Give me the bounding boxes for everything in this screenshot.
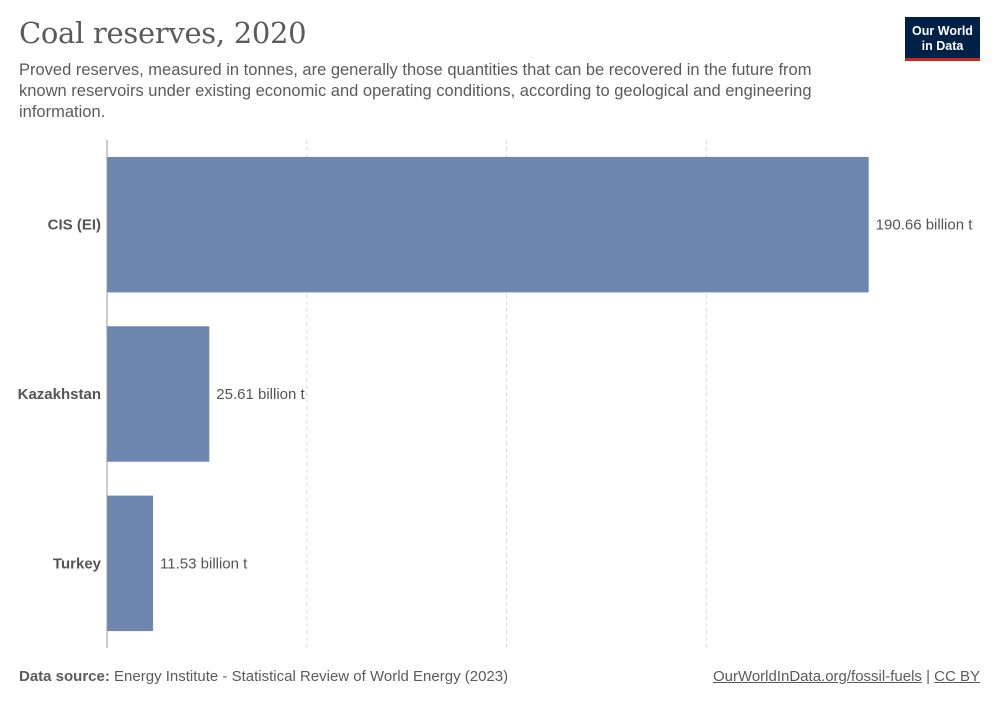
bar[interactable] [107, 495, 154, 632]
logo-line-1: Our World [912, 24, 973, 38]
chart-title: Coal reserves, 2020 [19, 16, 307, 50]
value-label: 25.61 billion t [216, 386, 305, 403]
license-link[interactable]: CC BY [934, 668, 980, 685]
bar[interactable] [107, 156, 869, 293]
category-label: Kazakhstan [18, 386, 101, 403]
data-source: Data source: Energy Institute - Statisti… [19, 668, 508, 685]
category-label: CIS (EI) [48, 217, 101, 234]
source-link[interactable]: OurWorldInData.org/fossil-fuels [712, 668, 922, 685]
owid-logo[interactable]: Our World in Data [905, 17, 980, 61]
value-label: 190.66 billion t [876, 217, 974, 234]
data-source-label: Data source: [19, 668, 110, 685]
footer-links: OurWorldInData.org/fossil-fuels | CC BY [713, 668, 980, 685]
chart-subtitle: Proved reserves, measured in tonnes, are… [19, 61, 812, 121]
logo-line-2: in Data [921, 39, 964, 53]
category-label: Turkey [53, 555, 102, 572]
value-label: 11.53 billion t [160, 555, 248, 572]
footer-separator: | [926, 668, 930, 685]
data-source-text: Energy Institute - Statistical Review of… [114, 668, 509, 685]
bar[interactable] [107, 326, 210, 462]
